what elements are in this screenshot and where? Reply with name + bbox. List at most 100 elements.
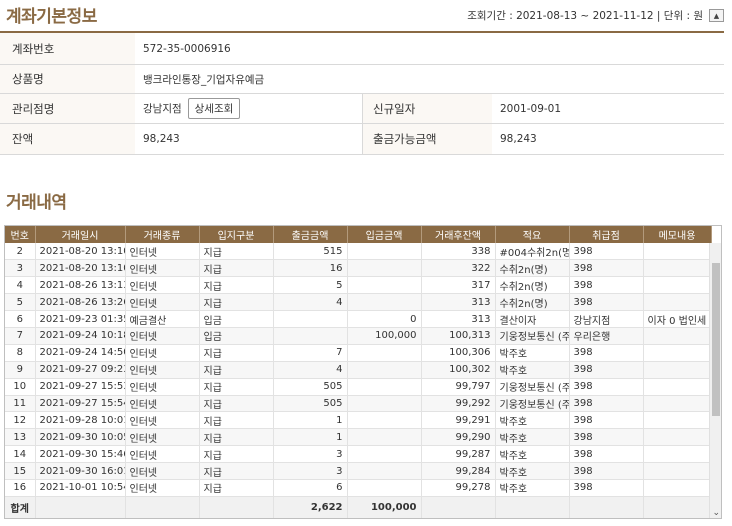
table-row[interactable]: 6 2021-09-23 01:35 예금결산 입금 0 313 결산이자 강남지점 이자 0 … [5, 310, 712, 328]
transactions-title: 거래내역 [6, 193, 67, 213]
opened-label: 신규일자 [362, 94, 492, 123]
table-cell: 2021-09-30 10:05 [35, 428, 126, 447]
table-cell: 16 [5, 479, 36, 497]
product-label: 상품명 [0, 65, 135, 93]
col-header[interactable]: 입지구분 [199, 226, 274, 243]
table-cell: 4 [5, 276, 36, 295]
table-cell: 0 [347, 310, 422, 328]
scroll-down-icon[interactable]: ⌄ [712, 508, 720, 518]
table-cell [273, 310, 348, 328]
table-row[interactable]: 8 2021-09-24 14:50 인터넷 지급 7 100,306 박주호 398 [5, 344, 712, 362]
table-cell: 지급 [199, 243, 274, 261]
table-cell: 지급 [199, 479, 274, 497]
table-cell [347, 395, 422, 413]
table-cell: 6 [5, 310, 36, 328]
table-cell: 1 [273, 411, 348, 430]
col-header[interactable]: 입금금액 [347, 226, 422, 243]
info-row-product: 상품명 뱅크라인통장_기업자유예금 [0, 65, 724, 94]
table-cell: 박주호 [495, 344, 570, 362]
transactions-grid: 번호 거래일시 거래종류 입지구분 출금금액 입금금액 거래후잔액 적요 취급점… [4, 225, 722, 519]
table-cell: 398 [569, 395, 644, 413]
table-row[interactable]: 9 2021-09-27 09:23 인터넷 지급 4 100,302 박주호 398 [5, 361, 712, 379]
col-header[interactable]: 적요 [495, 226, 570, 243]
table-cell: 100,302 [421, 361, 496, 379]
table-row[interactable]: 3 2021-08-20 13:10 인터넷 지급 16 322 수취2n(명) 398 [5, 259, 712, 278]
table-cell: 인터넷 [125, 243, 200, 261]
table-cell: 박주호 [495, 428, 570, 447]
table-cell [347, 411, 422, 430]
table-cell: 2021-08-20 13:10 [35, 243, 126, 261]
table-cell: 인터넷 [125, 361, 200, 379]
acct-no-value: 572-35-0006916 [143, 42, 231, 55]
unit-toggle-button[interactable]: ▲ [709, 9, 724, 22]
table-cell: 우리은행 [569, 327, 644, 345]
table-row[interactable]: 15 2021-09-30 16:01 인터넷 지급 3 99,284 박주호 398 [5, 462, 712, 480]
table-cell: 기웅정보통신 (주 [495, 395, 570, 413]
period-text: 조회기간 : 2021-08-13 ~ 2021-11-12 | 단위 : 원 [467, 10, 703, 22]
account-info-table: 계좌번호 572-35-0006916 상품명 뱅크라인통장_기업자유예금 관리… [0, 31, 724, 155]
period-info: 조회기간 : 2021-08-13 ~ 2021-11-12 | 단위 : 원 … [467, 8, 724, 23]
detail-view-button[interactable]: 상세조회 [187, 98, 241, 119]
table-cell: 지급 [199, 445, 274, 464]
table-cell: 지급 [199, 462, 274, 480]
col-header[interactable]: 출금금액 [273, 226, 348, 243]
table-cell [643, 293, 712, 312]
table-cell [643, 428, 712, 447]
table-cell: 398 [569, 293, 644, 312]
table-cell [643, 243, 712, 261]
table-cell: 박주호 [495, 411, 570, 430]
table-cell: 박주호 [495, 479, 570, 497]
table-cell: 박주호 [495, 462, 570, 480]
table-row[interactable]: 2 2021-08-20 13:10 인터넷 지급 515 338 #004수취2n(명) 3… [5, 243, 712, 261]
table-row[interactable]: 12 2021-09-28 10:01 인터넷 지급 1 99,291 박주호 398 [5, 411, 712, 430]
table-cell: 99,290 [421, 428, 496, 447]
table-cell: 지급 [199, 395, 274, 413]
table-cell: 99,291 [421, 411, 496, 430]
table-row[interactable]: 16 2021-10-01 10:54 인터넷 지급 6 99,278 박주호 398 [5, 479, 712, 497]
vertical-scrollbar[interactable]: ⌄ [709, 243, 721, 518]
table-cell: 지급 [199, 378, 274, 396]
table-cell: 인터넷 [125, 462, 200, 480]
table-row[interactable]: 14 2021-09-30 15:46 인터넷 지급 3 99,287 박주호 398 [5, 445, 712, 464]
caret-up-icon: ▲ [713, 11, 720, 20]
table-cell: 15 [5, 462, 36, 480]
table-cell: 100,313 [421, 327, 496, 345]
table-cell: 인터넷 [125, 327, 200, 345]
col-header[interactable]: 번호 [5, 226, 36, 243]
table-row[interactable]: 11 2021-09-27 15:54 인터넷 지급 505 99,292 기웅정보통신 (… [5, 395, 712, 413]
col-header[interactable]: 거래일시 [35, 226, 126, 243]
col-header[interactable]: 취급점 [569, 226, 644, 243]
table-row[interactable]: 13 2021-09-30 10:05 인터넷 지급 1 99,290 박주호 398 [5, 428, 712, 447]
sum-label: 합계 [5, 495, 36, 518]
table-cell: 398 [569, 276, 644, 295]
table-row[interactable]: 10 2021-09-27 15:53 인터넷 지급 505 99,797 기웅정보통신 (… [5, 378, 712, 396]
table-cell: 인터넷 [125, 276, 200, 295]
table-row[interactable]: 5 2021-08-26 13:26 인터넷 지급 4 313 수취2n(명) 398 [5, 293, 712, 312]
sum-out: 2,622 [273, 495, 348, 518]
table-cell: 인터넷 [125, 445, 200, 464]
avail-value: 98,243 [500, 133, 537, 145]
table-cell: 338 [421, 243, 496, 261]
table-cell [273, 327, 348, 345]
scrollbar-thumb[interactable] [712, 263, 720, 416]
col-header[interactable]: 거래후잔액 [421, 226, 496, 243]
table-cell [643, 361, 712, 379]
avail-label: 출금가능금액 [362, 124, 492, 154]
table-cell: 11 [5, 395, 36, 413]
table-row[interactable]: 7 2021-09-24 10:18 인터넷 입금 100,000 100,313 기웅정보… [5, 327, 712, 345]
table-row[interactable]: 4 2021-08-26 13:13 인터넷 지급 5 317 수취2n(명) 398 [5, 276, 712, 295]
table-cell: 2 [5, 243, 36, 261]
col-header[interactable]: 메모내용 [643, 226, 712, 243]
table-cell [347, 243, 422, 261]
table-cell: 313 [421, 310, 496, 328]
product-value: 뱅크라인통장_기업자유예금 [143, 73, 265, 86]
table-cell: 2021-09-24 14:50 [35, 344, 126, 362]
col-header[interactable]: 거래종류 [125, 226, 200, 243]
table-cell: 398 [569, 361, 644, 379]
table-cell: 강남지점 [569, 310, 644, 328]
table-cell: 7 [273, 344, 348, 362]
branch-value: 강남지점 [143, 103, 182, 115]
table-cell: 398 [569, 445, 644, 464]
table-cell: 2021-09-27 15:54 [35, 395, 126, 413]
transactions-table: 번호 거래일시 거래종류 입지구분 출금금액 입금금액 거래후잔액 적요 취급점… [5, 226, 712, 518]
